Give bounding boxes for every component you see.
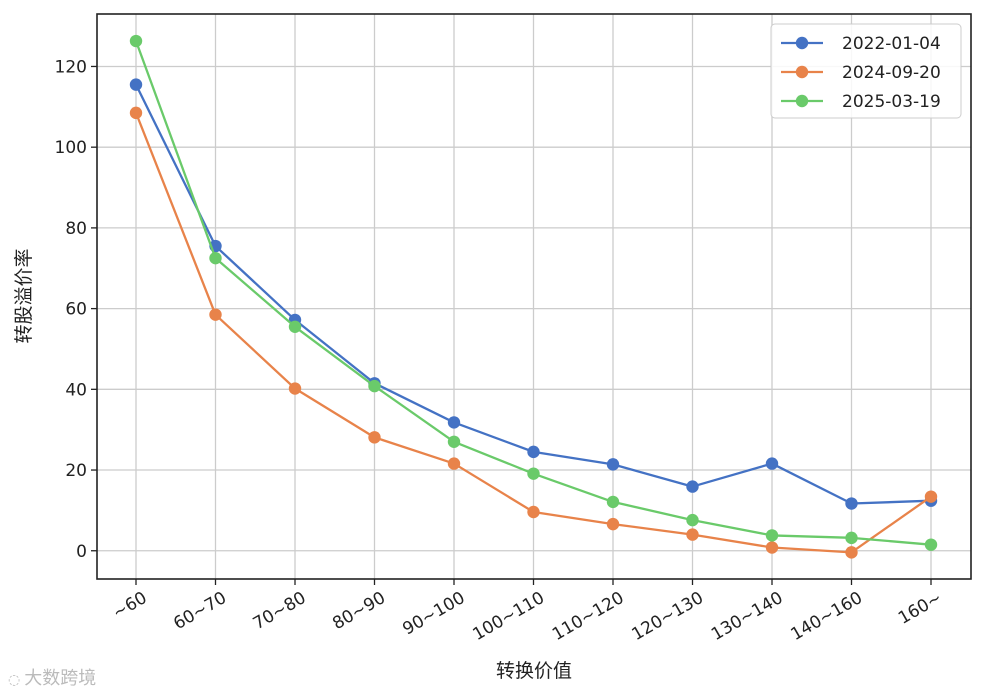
data-point — [606, 458, 620, 471]
series-lines — [129, 34, 938, 559]
data-point — [686, 480, 699, 493]
data-point — [447, 457, 461, 470]
legend-item: 2022-01-04 — [781, 34, 941, 54]
x-tick-label: 130~140 — [708, 588, 787, 645]
data-point — [606, 517, 620, 531]
y-tick-label: 20 — [65, 461, 87, 481]
x-tick-label: 60~70 — [170, 588, 230, 634]
y-tick-label: 60 — [65, 300, 87, 320]
data-point — [447, 416, 461, 429]
legend-marker — [795, 36, 809, 50]
data-point — [129, 106, 143, 120]
data-point — [209, 308, 222, 321]
series-2025-03-19 — [129, 34, 938, 551]
x-axis-ticks: ~60 60~70 70~80 80~90 90~100 100~110 110~120 12… — [109, 579, 946, 645]
x-tick-label: 140~160 — [787, 588, 866, 645]
data-point — [765, 457, 779, 470]
data-point — [527, 505, 540, 519]
x-tick-label: 100~110 — [469, 588, 548, 645]
x-tick-label: 80~90 — [329, 588, 389, 634]
data-point — [845, 497, 858, 510]
y-axis-title: 转股溢价率 — [13, 248, 35, 343]
data-point — [288, 320, 302, 333]
legend-marker — [795, 94, 809, 108]
x-axis-title: 转换价值 — [496, 660, 572, 682]
logo-icon: ◌ — [8, 672, 21, 688]
legend-label: 2024-09-20 — [842, 63, 941, 83]
data-point — [368, 379, 381, 393]
x-tick-label: 160~ — [895, 588, 945, 629]
x-tick-label: ~60 — [109, 588, 150, 623]
data-point — [686, 528, 699, 541]
data-point — [527, 467, 540, 480]
x-tick-label: 90~100 — [399, 588, 468, 639]
data-point — [368, 431, 381, 444]
data-point — [129, 34, 143, 48]
legend-box — [770, 23, 962, 119]
data-point — [129, 78, 143, 91]
y-tick-label: 0 — [76, 542, 87, 562]
legend-item: 2025-03-19 — [781, 92, 941, 112]
legend: 2022-01-04 2024-09-20 2025-03-19 — [770, 23, 962, 119]
legend-label: 2022-01-04 — [842, 34, 941, 54]
x-tick-label: 110~120 — [549, 588, 628, 645]
y-tick-label: 40 — [65, 380, 87, 400]
data-point — [209, 251, 222, 265]
data-point — [924, 538, 938, 551]
data-point — [765, 529, 779, 542]
data-point — [447, 435, 461, 448]
data-point — [527, 445, 540, 459]
grid — [97, 14, 971, 579]
y-tick-label: 120 — [55, 57, 87, 77]
legend-item: 2024-09-20 — [781, 63, 941, 83]
x-tick-label: 70~80 — [250, 588, 310, 634]
data-point — [606, 495, 620, 509]
x-tick-label: 120~130 — [628, 588, 707, 645]
data-point — [845, 546, 858, 559]
data-point — [924, 490, 938, 503]
legend-label: 2025-03-19 — [842, 92, 941, 112]
legend-marker — [795, 65, 809, 79]
data-point — [686, 513, 699, 527]
watermark-text: 大数跨境 — [24, 668, 97, 689]
data-point — [765, 541, 779, 554]
y-tick-label: 100 — [55, 138, 87, 158]
watermark: ◌ 大数跨境 — [8, 664, 96, 690]
data-point — [845, 531, 858, 545]
y-axis-ticks: 0 20 40 60 80 100 120 — [55, 57, 97, 562]
series-2024-09-20 — [129, 106, 938, 559]
data-point — [288, 382, 302, 395]
y-tick-label: 80 — [65, 219, 87, 239]
